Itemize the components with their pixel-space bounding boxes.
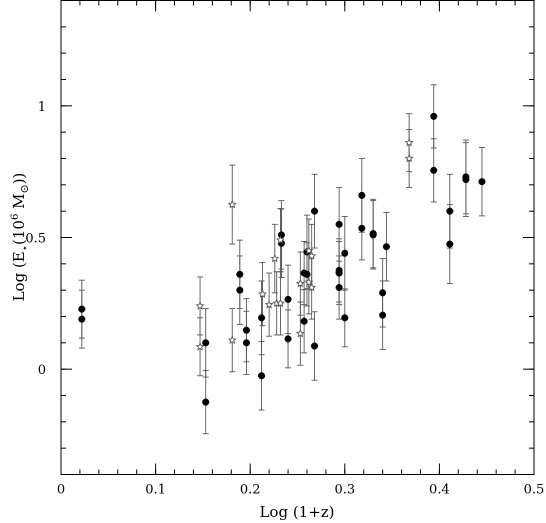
data-point-filled <box>446 207 454 215</box>
data-point-open-star <box>307 251 317 260</box>
data-points <box>78 112 486 406</box>
y-tick-label: 1 <box>38 100 46 115</box>
data-point-filled <box>358 191 366 199</box>
data-point-filled <box>430 166 438 174</box>
x-tick-label: 0.4 <box>429 483 450 498</box>
data-point-filled <box>258 372 266 380</box>
data-point-filled <box>478 178 486 186</box>
data-point-filled <box>258 314 266 322</box>
data-point-filled <box>202 339 210 347</box>
data-point-open-star <box>258 289 267 298</box>
x-tick-label: 0 <box>57 483 65 498</box>
data-point-filled <box>202 398 210 406</box>
data-point-filled <box>236 286 244 294</box>
data-point-open-star <box>276 235 285 244</box>
data-point-filled <box>379 311 387 319</box>
y-tick-label: 0.5 <box>25 232 46 247</box>
axis-ticks <box>60 0 535 475</box>
data-point-filled <box>369 231 377 239</box>
x-tick-label: 0.1 <box>145 483 166 498</box>
data-point-filled <box>335 283 343 292</box>
x-tick-labels: 0 0.1 0.2 0.3 0.4 0.5 <box>57 483 544 498</box>
y-axis-title-suffix: )) <box>10 173 28 185</box>
y-axis-title-sup: 6 <box>10 214 21 220</box>
y-axis-title-unit: M <box>10 194 28 214</box>
data-point-filled <box>78 315 86 323</box>
data-point-filled <box>462 176 470 184</box>
data-point-filled <box>335 269 343 277</box>
error-bars <box>78 84 485 435</box>
x-tick-label: 0.5 <box>524 483 545 498</box>
y-axis-title-prefix: Log (E <box>10 251 28 301</box>
y-tick-labels: 00.51 <box>25 100 46 378</box>
data-point-open-star <box>227 335 237 344</box>
data-point-open-star <box>195 301 205 310</box>
data-point-open-star <box>404 153 414 163</box>
data-point-open-star <box>195 342 205 351</box>
y-tick-label: 0 <box>38 363 46 378</box>
data-point-filled <box>335 220 343 228</box>
data-point-open-star <box>295 328 305 338</box>
data-point-open-star <box>295 278 305 288</box>
y-axis-title-unit-sub: ⊙ <box>18 184 31 193</box>
data-point-filled <box>277 231 285 239</box>
data-point-filled <box>78 305 86 313</box>
y-axis-title-mid: (10 <box>10 220 28 245</box>
data-point-filled <box>358 224 366 232</box>
y-axis-title: Log (E⋆(106 M⊙)) <box>10 173 31 302</box>
data-point-open-star <box>404 138 414 147</box>
y-axis-title-sub: ⋆ <box>20 245 31 251</box>
data-point-filled <box>310 207 319 215</box>
data-point-filled <box>341 314 349 322</box>
data-point-open-star <box>227 199 237 209</box>
data-point-open-star <box>264 299 274 309</box>
x-tick-label: 0.3 <box>334 483 355 498</box>
plot-frame <box>60 0 535 475</box>
data-point-filled <box>284 295 292 303</box>
x-tick-label: 0.2 <box>240 483 261 498</box>
data-point-filled <box>303 270 311 278</box>
data-point-filled <box>341 249 349 257</box>
data-point-filled <box>310 342 319 350</box>
data-point-filled <box>382 243 390 251</box>
data-point-filled <box>446 240 454 248</box>
data-point-filled <box>236 270 244 278</box>
data-point-open-star <box>307 282 317 292</box>
data-point-open-star <box>304 245 314 255</box>
data-point-filled <box>284 335 292 343</box>
data-point-filled <box>242 326 250 334</box>
data-point-open-star <box>276 298 285 308</box>
data-point-filled <box>379 289 387 297</box>
data-point-open-star <box>304 277 314 287</box>
data-point-filled <box>300 317 308 325</box>
data-point-filled <box>242 339 250 347</box>
x-axis-title: Log (1+z) <box>259 503 334 521</box>
data-point-filled <box>430 112 438 120</box>
data-point-open-star <box>270 253 280 263</box>
